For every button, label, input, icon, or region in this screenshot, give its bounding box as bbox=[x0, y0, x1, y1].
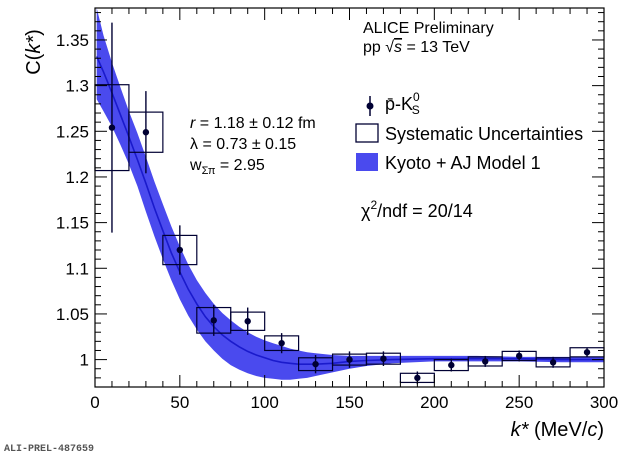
plot-frame bbox=[94, 7, 605, 388]
legend-model-label: Kyoto + AJ Model 1 bbox=[385, 153, 541, 173]
data-marker bbox=[108, 124, 116, 131]
data-point-12 bbox=[501, 350, 537, 362]
data-marker bbox=[210, 317, 217, 324]
model-central-line bbox=[95, 56, 604, 365]
data-marker bbox=[482, 358, 489, 365]
legend-data-label-sup: 0 bbox=[413, 90, 420, 104]
y-axis-label: C(k*) bbox=[23, 29, 45, 75]
radius-text: = 1.18 ± 0.12 fm bbox=[195, 115, 315, 132]
y-tick-label: 1.25 bbox=[56, 122, 89, 141]
legend-data-label: p̄-K0 S bbox=[385, 90, 420, 117]
weight-w: w bbox=[189, 157, 202, 174]
collision-system-label: pp √s = 13 TeV bbox=[363, 39, 470, 56]
data-point-1 bbox=[128, 91, 164, 174]
data-point-13 bbox=[535, 356, 571, 368]
data-point-2 bbox=[162, 225, 198, 275]
y-axis-label-prefix: C( bbox=[23, 53, 45, 74]
lambda-annotation: λ = 0.73 ± 0.15 bbox=[190, 136, 296, 153]
data-marker bbox=[244, 318, 251, 325]
radius-var: r bbox=[190, 115, 196, 132]
x-axis-label: k* (MeV/c) bbox=[511, 419, 604, 441]
data-marker bbox=[142, 129, 150, 136]
weight-annotation: wΣπ = 2.95 bbox=[189, 157, 265, 177]
y-tick-label: 1.15 bbox=[56, 214, 89, 233]
data-marker bbox=[380, 355, 387, 362]
chi2-text: /ndf = 20/14 bbox=[377, 201, 473, 221]
model-band bbox=[96, 8, 604, 380]
model-band-layer bbox=[95, 8, 604, 380]
data-marker bbox=[448, 361, 455, 369]
weight-sub: Σπ bbox=[202, 165, 216, 177]
weight-text: = 2.95 bbox=[215, 157, 264, 174]
y-axis-label-var: k* bbox=[23, 35, 45, 54]
system-sqrt: √ bbox=[385, 39, 394, 56]
data-marker bbox=[583, 349, 591, 356]
legend-systematics-swatch bbox=[355, 123, 379, 143]
data-marker bbox=[176, 246, 184, 254]
y-tick-label: 1.05 bbox=[56, 305, 89, 324]
legend-entry-model: Kyoto + AJ Model 1 bbox=[356, 153, 541, 173]
x-tick-label: 250 bbox=[505, 393, 533, 412]
y-tick-label: 1.2 bbox=[65, 168, 89, 187]
legend-systematics-label: Systematic Uncertainties bbox=[385, 124, 583, 144]
radius-annotation: r = 1.18 ± 0.12 fm bbox=[190, 115, 316, 132]
y-tick-label: 1 bbox=[80, 351, 89, 370]
chi2-annotation: χ2/ndf = 20/14 bbox=[361, 198, 473, 221]
system-pre: pp bbox=[363, 39, 385, 56]
system-var: s bbox=[394, 39, 402, 56]
x-axis-label-unit-var: c bbox=[587, 419, 597, 441]
data-point-5 bbox=[264, 333, 300, 354]
data-marker bbox=[549, 359, 557, 366]
system-post: = 13 TeV bbox=[402, 39, 470, 56]
x-axis-label-unit-close: ) bbox=[597, 419, 604, 441]
x-tick-label: 150 bbox=[335, 393, 363, 412]
data-marker bbox=[414, 374, 421, 382]
legend-data-label-main: p̄-K bbox=[385, 94, 413, 114]
data-marker bbox=[278, 339, 285, 347]
x-tick-label: 200 bbox=[420, 393, 448, 412]
figure-id: ALI-PREL-487659 bbox=[4, 444, 94, 455]
y-tick-label: 1.1 bbox=[65, 259, 89, 278]
legend-entry-systematics: Systematic Uncertainties bbox=[355, 123, 583, 144]
y-tick-label: 1.35 bbox=[56, 31, 89, 50]
y-tick-label: 1.3 bbox=[65, 77, 89, 96]
legend-data-marker bbox=[366, 102, 374, 110]
y-axis-label-suffix: ) bbox=[23, 29, 45, 36]
data-points-layer bbox=[94, 22, 605, 385]
chi2-symbol: χ bbox=[361, 201, 371, 221]
x-tick-label: 0 bbox=[90, 393, 99, 412]
data-marker bbox=[312, 360, 319, 368]
data-point-14 bbox=[569, 347, 605, 358]
x-axis-label-unit-open: (MeV/ bbox=[528, 419, 587, 441]
legend-entry-data: p̄-K0 S bbox=[366, 90, 420, 117]
data-point-8 bbox=[365, 351, 402, 366]
data-marker bbox=[515, 352, 523, 360]
x-axis-label-main: k* bbox=[511, 419, 530, 441]
data-point-11 bbox=[467, 355, 503, 367]
legend-data-label-sub: S bbox=[412, 103, 420, 117]
legend-model-swatch bbox=[356, 153, 378, 171]
x-tick-label: 300 bbox=[590, 393, 618, 412]
x-tick-label: 100 bbox=[250, 393, 278, 412]
axes-layer: 0 50 100 150 200 250 300 1 1.05 1.1 1.15 1.2 1.25 1.3… bbox=[56, 7, 618, 412]
data-point-4 bbox=[230, 307, 266, 335]
chi2-sup: 2 bbox=[370, 198, 377, 212]
data-marker bbox=[346, 356, 353, 363]
x-tick-label: 50 bbox=[170, 393, 189, 412]
collaboration-label: ALICE Preliminary bbox=[363, 20, 494, 37]
legend: p̄-K0 S Systematic Uncertainties Kyoto + … bbox=[355, 90, 583, 173]
